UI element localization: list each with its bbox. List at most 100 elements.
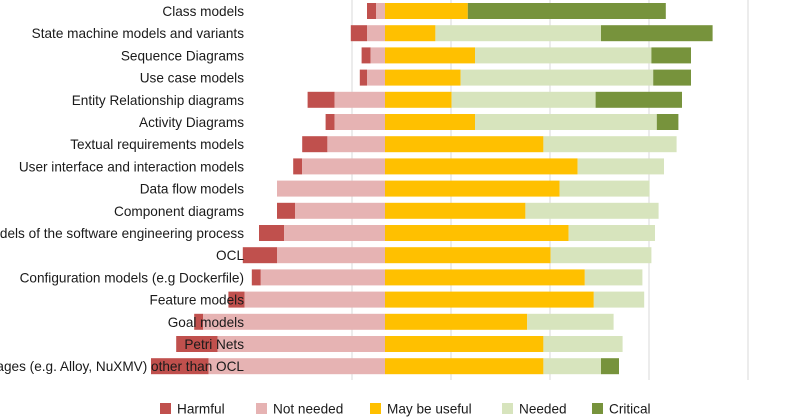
bar-not-needed bbox=[367, 25, 385, 42]
bar-harmful bbox=[176, 336, 218, 352]
bar-needed bbox=[475, 114, 657, 130]
legend-swatch bbox=[592, 403, 603, 414]
bar-harmful bbox=[194, 313, 204, 330]
bar-needed bbox=[525, 202, 659, 219]
bar-may-be-useful bbox=[385, 225, 569, 241]
bar-not-needed bbox=[334, 114, 385, 130]
bar-needed bbox=[559, 180, 650, 197]
bar-not-needed bbox=[277, 180, 385, 197]
bar-needed bbox=[543, 358, 601, 375]
bar-needed bbox=[475, 47, 652, 64]
legend-label: Needed bbox=[519, 402, 567, 417]
bar-needed bbox=[593, 291, 645, 308]
bar-may-be-useful bbox=[385, 180, 560, 197]
bar-needed bbox=[543, 336, 623, 352]
bar-may-be-useful bbox=[385, 291, 594, 308]
bar-harmful bbox=[350, 25, 367, 42]
bar-may-be-useful bbox=[385, 136, 544, 153]
bar-harmful bbox=[242, 247, 277, 264]
bar-critical bbox=[651, 47, 691, 64]
bar-critical bbox=[595, 91, 682, 108]
bar-needed bbox=[584, 269, 643, 286]
bar-harmful bbox=[325, 114, 335, 130]
category-labels: Class models State machine models and var… bbox=[0, 4, 244, 374]
bar-harmful bbox=[302, 136, 328, 153]
bar-harmful bbox=[228, 291, 245, 308]
bar-may-be-useful bbox=[385, 247, 551, 264]
bar-may-be-useful bbox=[385, 158, 578, 175]
bar-may-be-useful bbox=[385, 336, 544, 352]
legend-label: Harmful bbox=[177, 402, 225, 417]
legend-label: Critical bbox=[609, 402, 651, 417]
category-label: Textual requirements models bbox=[70, 137, 244, 152]
bar-not-needed bbox=[244, 291, 385, 308]
category-label: Class models bbox=[162, 4, 244, 19]
bar-not-needed bbox=[334, 91, 385, 108]
category-label: Data flow models bbox=[140, 182, 244, 197]
category-label: Feature models bbox=[150, 293, 245, 308]
bar-needed bbox=[577, 158, 664, 175]
legend: Harmful Not needed May be useful Needed Crit… bbox=[160, 402, 651, 417]
category-label: OCL bbox=[216, 248, 244, 263]
legend-swatch bbox=[160, 403, 171, 414]
bar-may-be-useful bbox=[385, 69, 461, 86]
bar-critical bbox=[656, 114, 679, 130]
bar-not-needed bbox=[302, 158, 385, 175]
bar-harmful bbox=[277, 202, 295, 219]
category-label: Activity Diagrams bbox=[139, 115, 244, 130]
category-label: Formal languages (e.g. Alloy, NuXMV) oth… bbox=[0, 359, 244, 374]
bar-harmful bbox=[361, 47, 371, 64]
legend-swatch bbox=[256, 403, 267, 414]
bar-harmful bbox=[293, 158, 303, 175]
bar-not-needed bbox=[370, 47, 385, 64]
category-label: State machine models and variants bbox=[32, 26, 245, 41]
category-label: Petri Nets bbox=[184, 337, 244, 352]
bar-may-be-useful bbox=[385, 91, 452, 108]
legend-label: Not needed bbox=[273, 402, 343, 417]
bar-harmful bbox=[367, 3, 376, 19]
category-label: Entity Relationship diagrams bbox=[72, 93, 244, 108]
bar-critical bbox=[653, 69, 691, 86]
bar-harmful bbox=[251, 269, 261, 286]
bar-not-needed bbox=[277, 247, 385, 264]
bar-not-needed bbox=[327, 136, 385, 153]
bar-not-needed bbox=[260, 269, 385, 286]
bar-segments bbox=[151, 3, 713, 375]
bar-may-be-useful bbox=[385, 114, 475, 130]
bar-needed bbox=[527, 313, 614, 330]
category-label: Goal models bbox=[168, 315, 245, 330]
category-label: Component diagrams bbox=[114, 204, 244, 219]
bar-needed bbox=[460, 69, 654, 86]
bar-harmful bbox=[151, 358, 209, 375]
bar-may-be-useful bbox=[385, 269, 585, 286]
bar-may-be-useful bbox=[385, 47, 475, 64]
bar-may-be-useful bbox=[385, 3, 468, 19]
bar-harmful bbox=[259, 225, 285, 241]
bar-not-needed bbox=[367, 69, 385, 86]
legend-swatch bbox=[370, 403, 381, 414]
bar-harmful bbox=[359, 69, 367, 86]
bar-critical bbox=[467, 3, 666, 19]
legend-label: May be useful bbox=[387, 402, 472, 417]
bar-harmful bbox=[307, 91, 335, 108]
bar-needed bbox=[435, 25, 601, 42]
bar-not-needed bbox=[376, 3, 385, 19]
category-label: Sequence Diagrams bbox=[121, 48, 244, 63]
category-label: Models of the software engineering proce… bbox=[0, 226, 244, 241]
category-label: Use case models bbox=[140, 71, 244, 86]
bar-not-needed bbox=[208, 358, 385, 375]
bar-not-needed bbox=[217, 336, 385, 352]
category-label: User interface and interaction models bbox=[19, 159, 244, 174]
bar-not-needed bbox=[295, 202, 385, 219]
bar-may-be-useful bbox=[385, 313, 528, 330]
bar-may-be-useful bbox=[385, 358, 544, 375]
bar-needed bbox=[451, 91, 596, 108]
bar-needed bbox=[568, 225, 655, 241]
legend-swatch bbox=[502, 403, 513, 414]
bar-critical bbox=[601, 25, 713, 42]
bar-not-needed bbox=[203, 313, 385, 330]
bar-critical bbox=[601, 358, 619, 375]
bar-needed bbox=[543, 136, 677, 153]
category-label: Configuration models (e.g Dockerfile) bbox=[20, 270, 244, 285]
